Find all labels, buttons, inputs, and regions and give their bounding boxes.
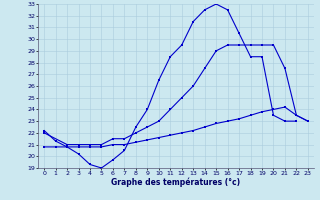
X-axis label: Graphe des températures (°c): Graphe des températures (°c)	[111, 177, 241, 187]
